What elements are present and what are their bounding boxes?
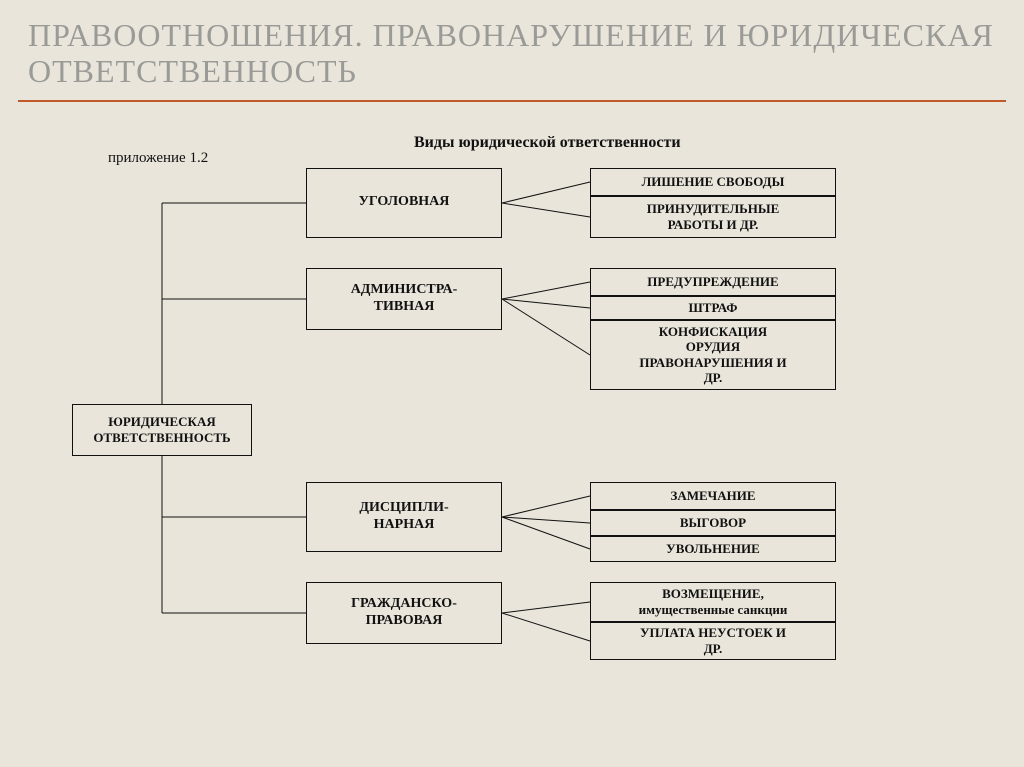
slide-title: ПРАВООТНОШЕНИЯ. ПРАВОНАРУШЕНИЕ И ЮРИДИЧЕ… <box>28 18 996 90</box>
sanction-r4b: УПЛАТА НЕУСТОЕК И ДР. <box>590 622 836 660</box>
sanction-r3a: ЗАМЕЧАНИЕ <box>590 482 836 510</box>
sanction-r2b: ШТРАФ <box>590 296 836 320</box>
sanction-r2c: КОНФИСКАЦИЯ ОРУДИЯ ПРАВОНАРУШЕНИЯ И ДР. <box>590 320 836 390</box>
root-box: ЮРИДИЧЕСКАЯ ОТВЕТСТВЕННОСТЬ <box>72 404 252 456</box>
diagram-canvas: приложение 1.2 Виды юридической ответств… <box>0 102 1024 742</box>
sanction-r1a: ЛИШЕНИЕ СВОБОДЫ <box>590 168 836 196</box>
sanction-r2a: ПРЕДУПРЕЖДЕНИЕ <box>590 268 836 296</box>
title-area: ПРАВООТНОШЕНИЯ. ПРАВОНАРУШЕНИЕ И ЮРИДИЧЕ… <box>0 0 1024 96</box>
category-civil: ГРАЖДАНСКО- ПРАВОВАЯ <box>306 582 502 644</box>
appendix-label: приложение 1.2 <box>108 150 208 167</box>
diagram-heading: Виды юридической ответственности <box>414 134 681 152</box>
sanction-r3c: УВОЛЬНЕНИЕ <box>590 536 836 562</box>
category-administrative: АДМИНИСТРА- ТИВНАЯ <box>306 268 502 330</box>
category-disciplinary: ДИСЦИПЛИ- НАРНАЯ <box>306 482 502 552</box>
sanction-r4a: ВОЗМЕЩЕНИЕ, имущественные санкции <box>590 582 836 622</box>
sanction-r3b: ВЫГОВОР <box>590 510 836 536</box>
slide: ПРАВООТНОШЕНИЯ. ПРАВОНАРУШЕНИЕ И ЮРИДИЧЕ… <box>0 0 1024 767</box>
sanction-r1b: ПРИНУДИТЕЛЬНЫЕ РАБОТЫ И ДР. <box>590 196 836 238</box>
category-criminal: УГОЛОВНАЯ <box>306 168 502 238</box>
